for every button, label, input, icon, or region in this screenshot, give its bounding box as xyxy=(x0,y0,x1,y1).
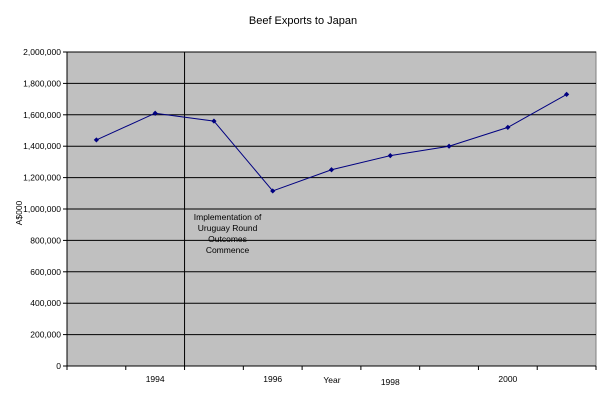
y-tick-label: 1,200,000 xyxy=(23,173,61,183)
y-tick-label: 800,000 xyxy=(30,235,61,245)
y-tick-label: 1,600,000 xyxy=(23,110,61,120)
chart-title: Beef Exports to Japan xyxy=(249,15,357,27)
data-point xyxy=(564,91,570,97)
data-point xyxy=(211,118,217,124)
x-axis-ticks: 1994 1996 1998 2000 xyxy=(66,366,597,387)
data-point xyxy=(270,188,276,194)
y-tick-label: 0 xyxy=(56,361,61,371)
x-tick-label: 1998 xyxy=(381,377,400,387)
y-tick-label: 600,000 xyxy=(30,267,61,277)
series-points xyxy=(93,91,570,194)
annotation-text: Implementation of Uruguay Round Outcomes Co… xyxy=(194,212,262,255)
y-tick-label: 1,800,000 xyxy=(23,78,61,88)
data-point xyxy=(505,124,511,130)
x-tick-label: 2000 xyxy=(498,374,517,384)
y-tick-label: 2,000,000 xyxy=(23,47,61,57)
data-point xyxy=(446,143,452,149)
y-axis-ticks: 0 200,000 400,000 600,000 800,000 1,000,000 1,… xyxy=(23,47,67,371)
x-tick-label: 1996 xyxy=(263,374,282,384)
grid-lines xyxy=(67,51,596,336)
y-tick-label: 1,000,000 xyxy=(23,204,61,214)
data-point xyxy=(387,153,393,159)
data-point xyxy=(328,167,335,173)
y-tick-label: 1,400,000 xyxy=(23,141,61,151)
data-point xyxy=(93,137,99,143)
y-tick-label: 400,000 xyxy=(30,298,61,308)
data-point xyxy=(152,110,158,116)
x-axis-label: Year xyxy=(323,375,340,385)
y-axis-label: A$000 xyxy=(14,200,24,225)
x-tick-label: 1994 xyxy=(146,374,165,384)
y-tick-label: 200,000 xyxy=(30,330,61,340)
